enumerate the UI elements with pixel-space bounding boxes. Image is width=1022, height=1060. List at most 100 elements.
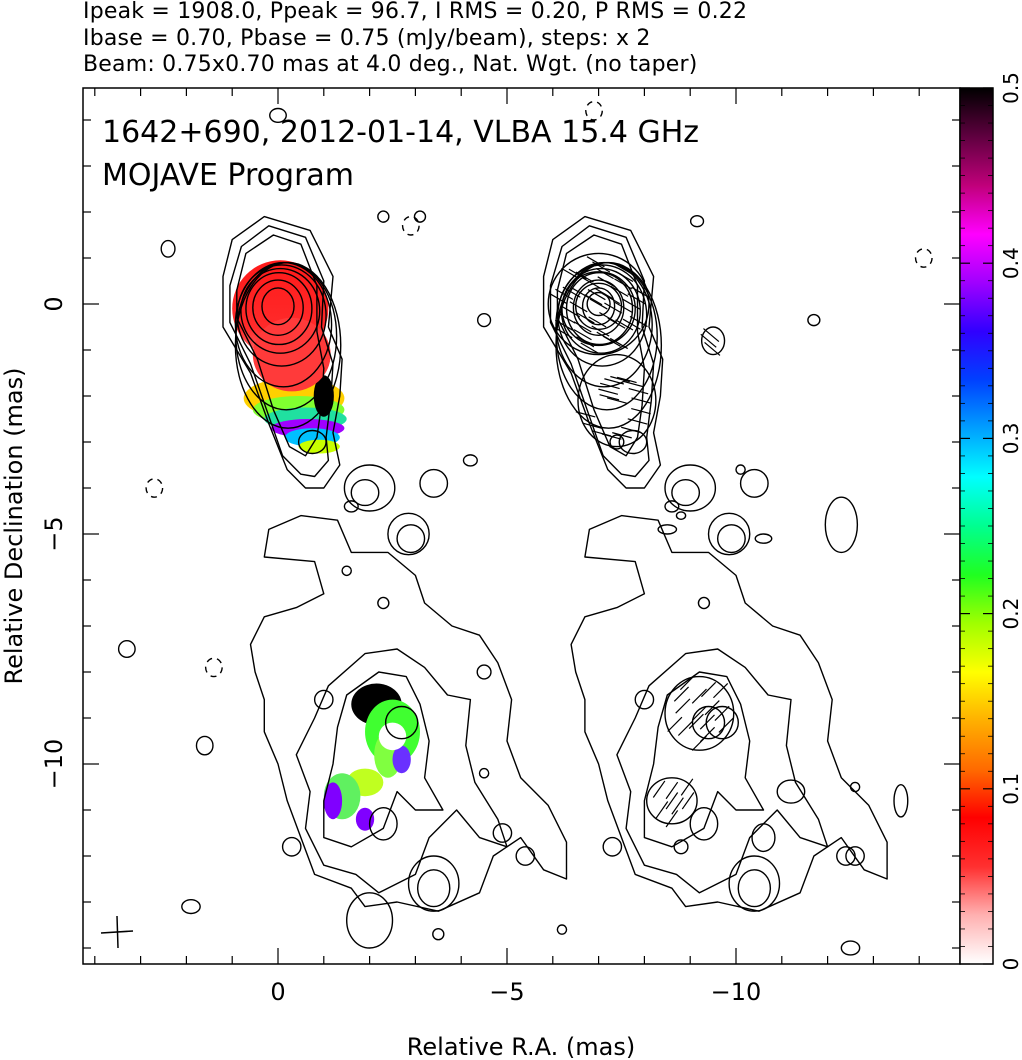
evpa-vector bbox=[610, 375, 630, 383]
header-beam-line: Beam: 0.75x0.70 mas at 4.0 deg., Nat. Wg… bbox=[83, 52, 698, 77]
intensity-contour bbox=[195, 735, 214, 756]
intensity-contour bbox=[643, 671, 765, 848]
evpa-vector bbox=[607, 317, 626, 329]
intensity-contour bbox=[836, 846, 856, 866]
intensity-contour bbox=[261, 287, 295, 326]
evpa-vector bbox=[714, 705, 730, 721]
intensity-contour bbox=[407, 855, 460, 912]
evpa-vector bbox=[561, 306, 581, 318]
polarization-patch bbox=[323, 782, 343, 820]
evpa-vector bbox=[598, 388, 619, 395]
evpa-vector bbox=[616, 376, 637, 384]
y-axis-label: Relative Declination (mas) bbox=[0, 367, 28, 684]
evpa-vector bbox=[601, 293, 621, 305]
intensity-contour bbox=[432, 927, 445, 941]
intensity-contour bbox=[377, 210, 390, 223]
evpa-vector bbox=[680, 778, 694, 796]
colorbar-tick-label: 0.3 bbox=[999, 422, 1022, 454]
intensity-contour bbox=[515, 846, 536, 866]
intensity-contour bbox=[657, 524, 678, 535]
intensity-contour bbox=[492, 823, 513, 843]
intensity-contour bbox=[462, 454, 478, 467]
intensity-contour bbox=[602, 836, 623, 857]
evpa-vector bbox=[673, 686, 689, 702]
intensity-contour bbox=[478, 767, 490, 779]
polarized-contour bbox=[691, 705, 726, 740]
intensity-contour bbox=[350, 479, 380, 507]
evpa-vector bbox=[612, 432, 632, 439]
intensity-contour bbox=[160, 239, 176, 258]
intensity-contour bbox=[824, 496, 859, 554]
evpa-vector bbox=[575, 271, 594, 283]
x-tick-label: 0 bbox=[270, 978, 285, 1006]
map-title: 1642+690, 2012-01-14, VLBA 15.4 GHz bbox=[102, 115, 699, 150]
evpa-vector bbox=[561, 267, 580, 280]
evpa-vector bbox=[628, 387, 649, 395]
intensity-contour bbox=[269, 107, 287, 124]
evpa-vector bbox=[681, 792, 695, 810]
intensity-contour bbox=[751, 823, 776, 853]
intensity-contour bbox=[419, 468, 449, 498]
evpa-vector bbox=[604, 302, 623, 314]
intensity-contour bbox=[384, 705, 419, 740]
intensity-contour bbox=[295, 648, 508, 894]
evpa-vector bbox=[614, 278, 633, 290]
evpa-vector bbox=[573, 321, 592, 333]
evpa-vector bbox=[591, 430, 612, 437]
intensity-contour bbox=[236, 234, 325, 457]
evpa-vector bbox=[623, 380, 644, 388]
intensity-contour bbox=[737, 869, 772, 908]
evpa-vector bbox=[607, 397, 627, 404]
polarization-patch bbox=[355, 807, 375, 831]
evpa-vector bbox=[569, 301, 588, 313]
evpa-vector bbox=[554, 319, 574, 331]
evpa-vector bbox=[580, 342, 599, 354]
intensity-contour bbox=[222, 215, 343, 489]
evpa-vector bbox=[557, 312, 576, 324]
evpa-vector bbox=[609, 337, 628, 350]
intensity-contour bbox=[689, 807, 719, 841]
evpa-vector bbox=[700, 333, 717, 348]
evpa-vector bbox=[573, 329, 592, 341]
beam-marker bbox=[100, 915, 134, 949]
intensity-contour bbox=[697, 596, 711, 610]
negative-contour bbox=[914, 248, 933, 268]
evpa-vector bbox=[584, 294, 603, 306]
evpa-vector bbox=[596, 331, 615, 343]
evpa-vector bbox=[704, 341, 721, 356]
evpa-vector bbox=[631, 407, 651, 415]
intensity-contour bbox=[634, 689, 655, 710]
intensity-contour bbox=[673, 839, 689, 855]
intensity-contour bbox=[549, 225, 655, 478]
evpa-vector bbox=[586, 256, 605, 268]
intensity-contour bbox=[229, 225, 334, 478]
evpa-vector bbox=[592, 261, 611, 273]
evpa-vector bbox=[665, 792, 679, 810]
evpa-vector bbox=[615, 319, 634, 331]
intensity-contour bbox=[689, 214, 705, 228]
y-tick-label: −10 bbox=[40, 739, 68, 790]
intensity-contour bbox=[581, 287, 616, 326]
intensity-contour bbox=[181, 898, 201, 915]
evpa-vector bbox=[599, 311, 618, 324]
x-tick-label: −5 bbox=[489, 978, 524, 1006]
evpa-vector bbox=[575, 411, 596, 418]
intensity-contour bbox=[555, 261, 663, 429]
evpa-vector bbox=[677, 720, 694, 736]
intensity-contour bbox=[849, 781, 861, 793]
colorbar-tick-label: 0.4 bbox=[999, 247, 1022, 279]
negative-contour bbox=[401, 215, 420, 236]
evpa-vector bbox=[576, 312, 595, 324]
intensity-contour bbox=[664, 500, 680, 513]
polarized-contour bbox=[586, 291, 611, 317]
intensity-contour bbox=[297, 429, 327, 455]
evpa-vector bbox=[555, 288, 574, 300]
evpa-vector bbox=[562, 286, 581, 298]
evpa-vector bbox=[631, 397, 652, 404]
y-tick-label: −5 bbox=[40, 516, 68, 551]
intensity-contour bbox=[234, 261, 342, 429]
intensity-contour bbox=[323, 671, 444, 848]
negative-contour bbox=[145, 478, 164, 498]
intensity-contour bbox=[807, 313, 821, 327]
evpa-vector bbox=[627, 418, 648, 425]
